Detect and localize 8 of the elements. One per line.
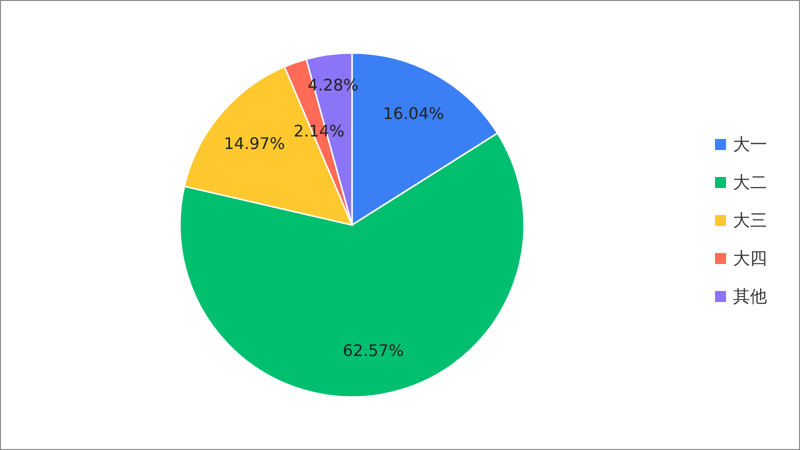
legend-label: 大一 <box>733 135 767 155</box>
data-label: 14.97% <box>224 134 285 153</box>
legend-label: 大二 <box>733 173 767 193</box>
legend-label: 大四 <box>733 249 767 269</box>
data-label: 62.57% <box>342 340 404 360</box>
legend-label: 其他 <box>733 287 767 307</box>
legend-label: 大三 <box>733 211 767 231</box>
data-label: 16.04% <box>382 104 444 124</box>
